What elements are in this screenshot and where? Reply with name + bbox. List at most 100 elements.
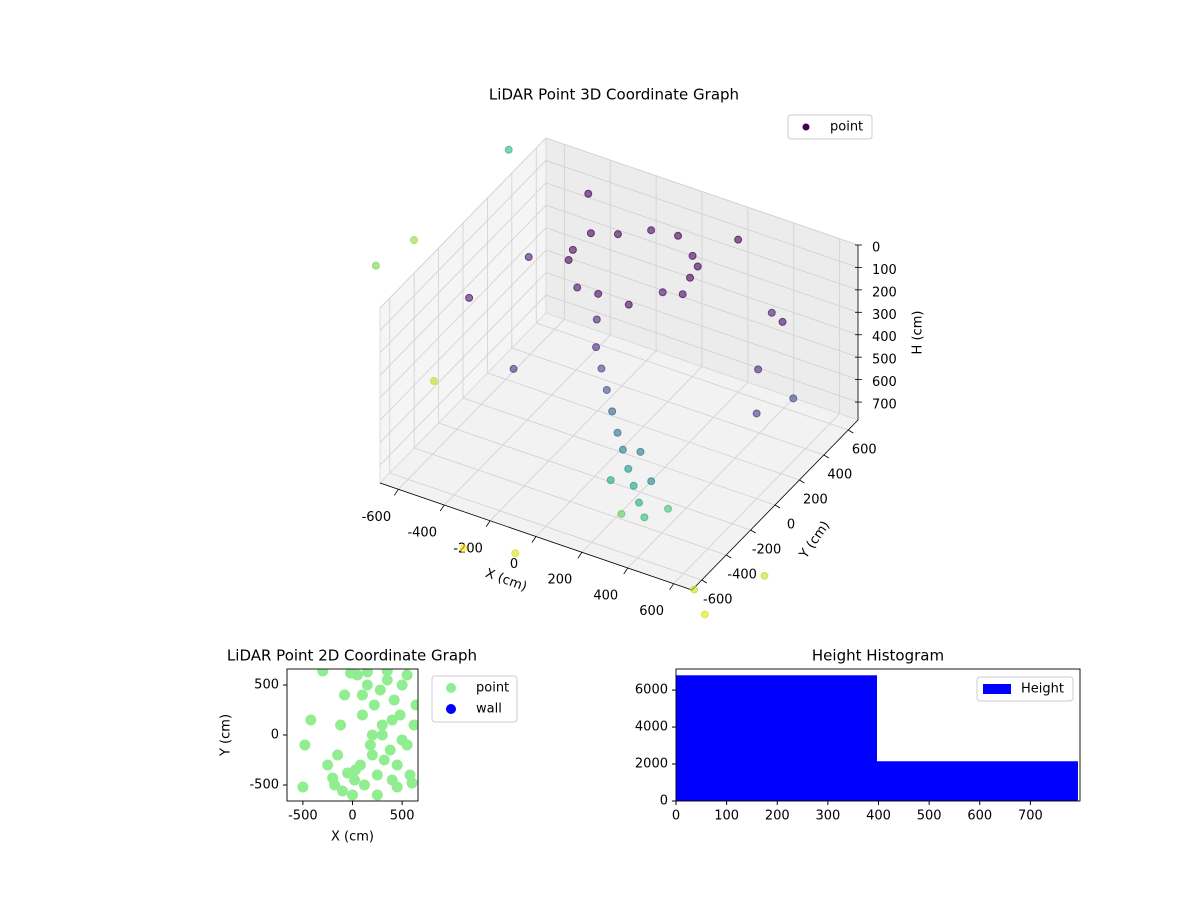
x-tick-label: 600 (967, 809, 992, 824)
tick-mark (394, 489, 399, 496)
x-tick-label: 500 (917, 809, 942, 824)
point (401, 739, 413, 751)
point (381, 674, 393, 686)
point (511, 549, 520, 558)
point (408, 719, 418, 731)
point (509, 364, 518, 373)
tick-mark (485, 520, 491, 527)
x-tick-label: 200 (547, 573, 572, 588)
grid-line (545, 137, 859, 246)
point (789, 394, 798, 403)
point (504, 145, 513, 154)
x-tick-label: 600 (639, 604, 664, 619)
x-axis-label: X (cm) (331, 830, 374, 845)
point (647, 226, 656, 235)
legend-marker (983, 684, 1011, 694)
point (586, 229, 595, 238)
x-tick-label: 0 (348, 809, 356, 824)
grid-line (487, 372, 800, 481)
legend-marker (446, 704, 456, 714)
y-tick-label: 6000 (635, 683, 668, 698)
point (368, 699, 380, 711)
y-tick-label: 0 (271, 728, 279, 743)
point (664, 504, 673, 513)
point (597, 364, 606, 373)
point (459, 544, 468, 553)
point (647, 477, 656, 486)
tick-mark (823, 454, 830, 459)
point (410, 699, 418, 711)
point (371, 261, 380, 270)
point (618, 445, 627, 454)
point (322, 759, 334, 771)
x-tick-label: 400 (866, 809, 891, 824)
point (401, 669, 413, 681)
z-tick-label: 200 (872, 285, 897, 300)
point (335, 719, 347, 731)
y-axis-line (691, 419, 859, 591)
y-tick-label: 600 (852, 443, 877, 458)
y-tick-label: 400 (827, 468, 852, 483)
point (388, 694, 400, 706)
x-tick-label: 400 (593, 588, 618, 603)
point (299, 739, 311, 751)
point (345, 669, 357, 679)
tick-mark (725, 554, 732, 559)
grid-line (379, 272, 547, 443)
point (592, 343, 601, 352)
point (361, 679, 373, 691)
grid-line (462, 397, 776, 506)
y-tick-label: -200 (752, 543, 782, 558)
point (356, 689, 368, 701)
point (584, 189, 593, 198)
point (734, 235, 743, 244)
legend-label: wall (476, 702, 502, 717)
tick-mark (623, 567, 629, 575)
point (594, 289, 603, 298)
point (613, 428, 622, 437)
x-tick-label: 100 (714, 809, 739, 824)
point (356, 709, 368, 721)
point (406, 777, 418, 789)
x-tick-label: -200 (453, 541, 483, 556)
point (391, 759, 403, 771)
chart-title: LiDAR Point 3D Coordinate Graph (489, 86, 739, 104)
point (349, 764, 361, 776)
point (636, 447, 645, 456)
z-tick-label: 300 (872, 308, 897, 323)
grid-line (545, 182, 859, 291)
legend-box (787, 114, 873, 140)
point (378, 754, 390, 766)
point (364, 739, 376, 751)
z-axis-label: H (cm) (911, 311, 926, 355)
point (678, 290, 687, 299)
grid-line (545, 249, 859, 358)
tick-mark (531, 536, 537, 543)
tick-mark (701, 579, 707, 584)
point (524, 253, 533, 262)
point (778, 317, 787, 326)
point (752, 409, 761, 418)
point (381, 669, 393, 677)
point (754, 365, 763, 374)
point (613, 230, 622, 239)
tick-mark (577, 552, 583, 559)
x-tick-label: 500 (390, 809, 415, 824)
point (337, 785, 349, 797)
point (608, 407, 617, 416)
point (366, 749, 378, 761)
grid-line (379, 182, 547, 354)
grid-line (414, 447, 727, 556)
grid-line (545, 294, 859, 403)
legend-marker (802, 123, 810, 131)
point (386, 714, 398, 726)
point (568, 245, 577, 254)
legend-marker (446, 683, 456, 693)
plot-area (297, 669, 418, 801)
point (376, 729, 388, 741)
point (688, 251, 697, 260)
point (348, 774, 360, 786)
legend-box (976, 676, 1074, 702)
x-tick-label: -500 (288, 809, 318, 824)
